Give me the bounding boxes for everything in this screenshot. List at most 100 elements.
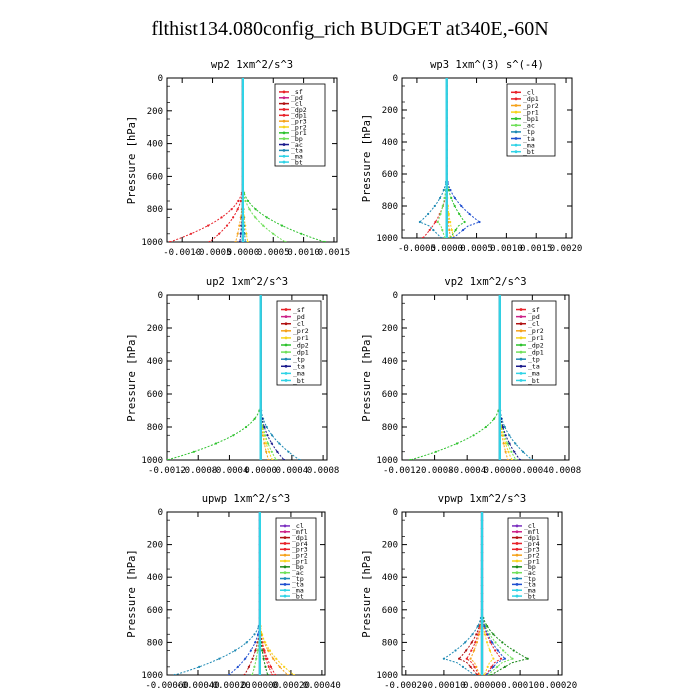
legend-label: _dp2: [528, 341, 544, 349]
series-point: [531, 458, 534, 460]
legend-label: _dp2: [291, 106, 307, 114]
y-tick-label: 0: [158, 508, 163, 518]
series-point: [265, 450, 268, 453]
panel-title: up2 1xm^2/s^3: [206, 276, 288, 288]
legend-label: _pr1: [292, 557, 308, 565]
legend-marker: [515, 536, 519, 540]
legend-marker: [284, 357, 288, 361]
series-point: [488, 633, 491, 636]
series-point: [276, 450, 279, 453]
legend-marker: [514, 104, 518, 107]
series-point: [267, 442, 270, 445]
legend-marker: [282, 119, 286, 123]
x-tick-label: -0.0008: [179, 466, 217, 476]
series-point: [506, 458, 509, 460]
legend-marker: [519, 308, 523, 311]
series-point: [504, 434, 507, 437]
x-tick-label: 0.00020: [539, 681, 577, 691]
series-point: [486, 641, 489, 644]
x-tick-label: -0.0005: [398, 244, 436, 254]
series-point: [272, 232, 275, 235]
series-point: [208, 240, 211, 242]
plot-frame: [166, 294, 328, 461]
plot-frame: [166, 511, 326, 676]
legend-marker: [519, 315, 523, 319]
series-group: [168, 78, 326, 242]
panel-title: wp2 1xm^2/s^3: [211, 59, 293, 71]
legend-label: _pr3: [292, 546, 308, 554]
series-point: [243, 232, 246, 235]
series-point: [458, 657, 461, 660]
series-point: [510, 450, 513, 453]
series-point: [248, 208, 251, 211]
series-point: [475, 665, 478, 669]
series-point: [253, 417, 256, 420]
series-point: [462, 228, 465, 232]
x-tick-label: 0.00000: [241, 681, 279, 691]
legend-label: _tp: [524, 575, 536, 583]
series-point: [263, 442, 266, 445]
series-point: [244, 657, 247, 660]
series-point: [254, 216, 257, 219]
series-point: [484, 425, 487, 429]
series-point: [239, 199, 242, 203]
series-point: [514, 442, 517, 445]
legend-marker: [519, 329, 523, 333]
series-point: [502, 442, 505, 445]
series-point: [421, 236, 424, 238]
series-point: [267, 458, 270, 460]
series-point: [253, 633, 256, 636]
legend-marker: [514, 90, 518, 94]
series-point: [494, 641, 497, 644]
legend-marker: [282, 96, 286, 100]
series-point: [428, 228, 431, 232]
series-point: [441, 204, 444, 208]
y-tick-label: 0: [158, 291, 163, 301]
legend-marker: [519, 343, 523, 347]
series-point: [454, 228, 457, 232]
series-point: [247, 665, 250, 669]
legend-marker: [282, 90, 286, 94]
series-point: [278, 442, 281, 445]
series-point: [275, 657, 278, 660]
y-tick-label: 400: [382, 357, 398, 367]
series-point: [267, 649, 270, 652]
series-point: [510, 458, 514, 460]
series-point: [271, 673, 274, 675]
series-point: [236, 665, 239, 669]
legend-box: [276, 300, 322, 386]
x-tick-label: -0.0012: [148, 466, 186, 476]
x-tick-label: -0.00060: [145, 681, 188, 691]
legend-marker: [284, 315, 288, 319]
legend-label: _pd: [528, 313, 540, 321]
series-point: [230, 208, 233, 211]
legend-label: _sf: [291, 88, 303, 96]
series-point: [265, 425, 268, 429]
series-line: [481, 512, 494, 675]
legend-label: _mfl: [524, 528, 540, 536]
series-point: [470, 641, 473, 644]
x-tick-label: 0.0015: [318, 248, 351, 258]
x-tick-label: -0.00040: [176, 681, 219, 691]
series-point: [512, 649, 515, 652]
series-point: [473, 649, 476, 652]
series-point: [521, 450, 525, 453]
legend-label: _pr2: [292, 551, 308, 559]
series-point: [323, 240, 326, 242]
legend-box: [511, 300, 557, 386]
legend-label: _pr2: [528, 327, 544, 335]
legend-marker: [283, 571, 287, 575]
series-point: [245, 425, 248, 429]
series-point: [442, 188, 445, 192]
legend-label: _pr4: [292, 540, 308, 548]
series-point: [511, 657, 514, 660]
series-point: [274, 673, 277, 675]
legend-marker: [514, 123, 518, 127]
series-point: [267, 665, 270, 669]
series-point: [263, 425, 266, 429]
x-tick-label: -0.0008: [416, 466, 454, 476]
series-point: [218, 657, 221, 660]
series-point: [464, 641, 467, 644]
series-point: [501, 425, 504, 429]
legend-marker: [282, 160, 286, 164]
